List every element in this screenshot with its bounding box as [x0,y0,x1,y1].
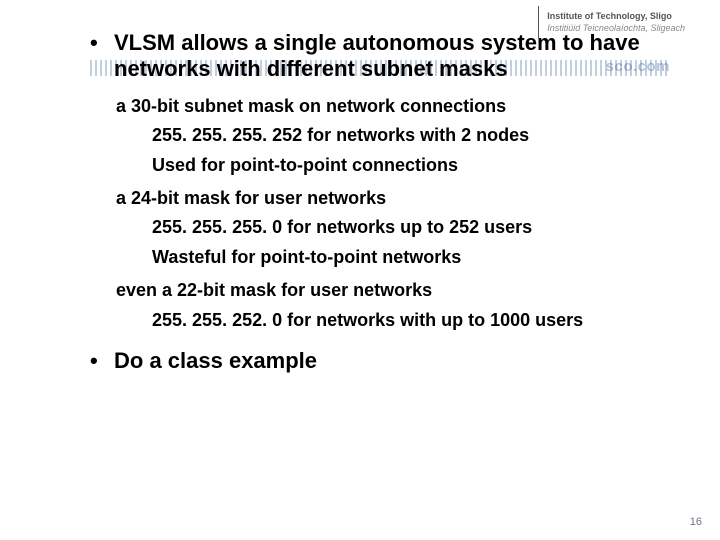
section-heading-1: a 30-bit subnet mask on network connecti… [116,95,680,118]
main-bullet-1: VLSM allows a single autonomous system t… [90,30,680,83]
main-bullet-2: Do a class example [90,348,680,374]
logo-line1: Institute of Technology, Sligo [547,10,685,22]
section-item: 255. 255. 252. 0 for networks with up to… [152,309,680,332]
page-number: 16 [690,516,702,528]
slide: Institute of Technology, Sligo Institiúi… [0,0,720,540]
section-heading-2: a 24-bit mask for user networks [116,187,680,210]
section-item: 255. 255. 255. 252 for networks with 2 n… [152,124,680,147]
section-item: Used for point-to-point connections [152,154,680,177]
slide-content: VLSM allows a single autonomous system t… [90,30,680,386]
section-item: 255. 255. 255. 0 for networks up to 252 … [152,216,680,239]
section-heading-3: even a 22-bit mask for user networks [116,279,680,302]
section-item: Wasteful for point-to-point networks [152,246,680,269]
